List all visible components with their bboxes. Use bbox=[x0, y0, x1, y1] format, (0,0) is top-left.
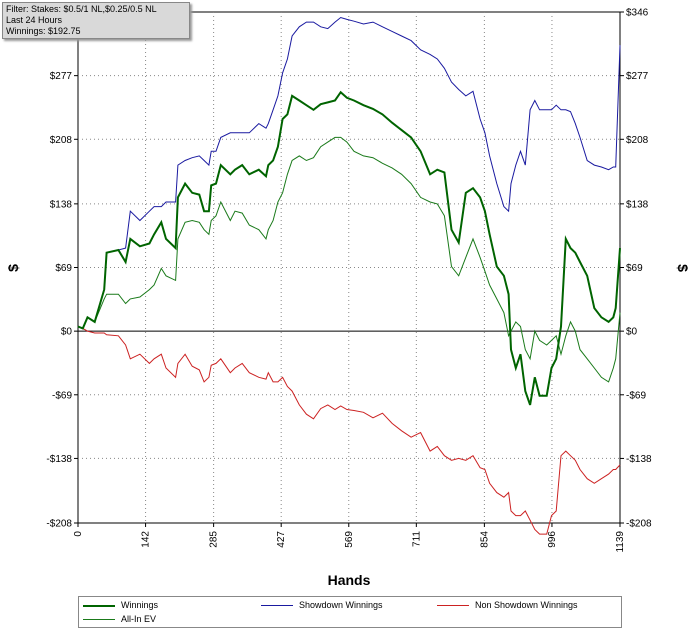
y-axis-label-right: $ bbox=[675, 264, 691, 272]
y-tick-label-left: $0 bbox=[61, 327, 73, 338]
plot-area bbox=[77, 11, 621, 524]
y-tick-label-right: -$138 bbox=[626, 454, 652, 465]
y-axis-right: -$208 -$138 -$69 $0 $69 $138 $208 $277 $346 bbox=[620, 8, 652, 530]
x-tick-label: 285 bbox=[209, 531, 220, 548]
legend-item-showdown: Showdown Winnings bbox=[261, 599, 383, 611]
legend-item-winnings: Winnings bbox=[83, 599, 158, 611]
y-tick-label-left: $208 bbox=[50, 135, 73, 146]
y-tick-label-right: $138 bbox=[626, 199, 649, 210]
y-tick-label-right: $69 bbox=[626, 263, 643, 274]
series-line-all-in-ev bbox=[77, 136, 621, 383]
x-tick-label: 569 bbox=[344, 531, 355, 548]
filter-info-box: Filter: Stakes: $0.5/1 NL,$0.25/0.5 NL L… bbox=[2, 2, 190, 39]
legend-label-non-showdown: Non Showdown Winnings bbox=[475, 600, 578, 610]
y-tick-label-left: $69 bbox=[55, 263, 72, 274]
legend-swatch-winnings bbox=[83, 604, 115, 607]
series-layer bbox=[77, 16, 621, 535]
legend-label-winnings: Winnings bbox=[121, 600, 159, 610]
x-tick-label: 1139 bbox=[615, 531, 626, 553]
legend-item-allin-ev: All-In EV bbox=[83, 613, 156, 625]
series-line-showdown-winnings bbox=[77, 16, 621, 330]
y-tick-label-right: $0 bbox=[626, 327, 638, 338]
series-line-winnings bbox=[77, 90, 621, 406]
y-tick-label-right: -$208 bbox=[626, 519, 652, 530]
legend-item-non-showdown: Non Showdown Winnings bbox=[437, 599, 578, 611]
y-tick-label-left: -$138 bbox=[46, 454, 72, 465]
series-line-non-showdown-winnings bbox=[77, 326, 621, 535]
x-tick-label: 427 bbox=[276, 531, 287, 548]
y-tick-label-left: $277 bbox=[50, 71, 73, 82]
legend-swatch-allin-ev bbox=[83, 619, 115, 621]
y-tick-label-right: $277 bbox=[626, 71, 649, 82]
x-tick-label: 142 bbox=[141, 531, 152, 548]
filter-winnings-text: Winnings: $192.75 bbox=[6, 26, 81, 36]
x-axis-label: Hands bbox=[328, 572, 371, 588]
y-tick-label-right: $346 bbox=[626, 8, 649, 19]
x-tick-label: 711 bbox=[411, 531, 422, 547]
y-tick-label-left: -$208 bbox=[46, 519, 72, 530]
y-tick-label-right: -$69 bbox=[626, 390, 646, 401]
legend-swatch-showdown bbox=[261, 605, 293, 607]
filter-stakes-text: Filter: Stakes: $0.5/1 NL,$0.25/0.5 NL bbox=[6, 4, 157, 14]
y-tick-label-left: $138 bbox=[50, 199, 73, 210]
y-axis-left: -$208-$138-$69$0$69$138$208$277$346 bbox=[46, 8, 78, 530]
y-tick-label-left: -$69 bbox=[52, 390, 72, 401]
x-tick-label: 854 bbox=[479, 531, 490, 548]
x-tick-label: 0 bbox=[73, 531, 84, 537]
x-axis: 0 142 285 427 569 711 854 996 1139 bbox=[73, 523, 626, 553]
y-tick-label-right: $208 bbox=[626, 135, 649, 146]
legend-label-showdown: Showdown Winnings bbox=[299, 600, 383, 610]
filter-period-text: Last 24 Hours bbox=[6, 15, 63, 25]
legend: Winnings Showdown Winnings Non Showdown … bbox=[78, 596, 622, 628]
legend-swatch-non-showdown bbox=[437, 605, 469, 607]
y-axis-label-left: $ bbox=[5, 264, 21, 272]
x-tick-label: 996 bbox=[547, 531, 558, 548]
legend-label-allin-ev: All-In EV bbox=[121, 614, 157, 624]
